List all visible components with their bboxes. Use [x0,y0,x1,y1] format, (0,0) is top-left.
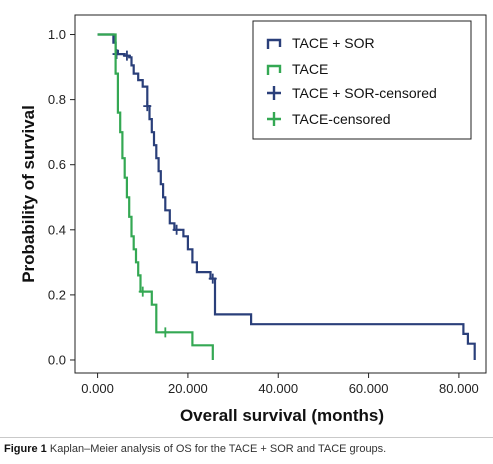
legend-item-tace-sor-censored: TACE + SOR-censored [267,85,437,101]
censor-mark-tace-sor [172,224,181,235]
censor-mark-tace [161,327,170,338]
legend-swatch-tace [266,64,282,75]
legend-item-tace: TACE [266,61,328,77]
caption-divider [0,437,493,438]
legend-item-tace-sor: TACE + SOR [266,35,375,51]
y-tick-label: 0.4 [48,222,66,237]
censor-mark-tace [138,286,147,297]
censor-mark-tace-sor [122,50,131,61]
legend-swatch-tace-censored [267,112,281,126]
censor-mark-tace-sor [208,273,217,284]
y-tick-label: 0.6 [48,157,66,172]
series-line-tace [97,33,214,360]
y-axis-title: Probability of survival [19,105,38,283]
y-tick-label: 0.8 [48,92,66,107]
figure-label: Figure 1 [4,443,47,455]
x-tick-label: 20.000 [168,381,208,396]
figure-caption-text: Kaplan–Meier analysis of OS for the TACE… [49,443,387,455]
censor-mark-tace-sor [143,101,152,112]
x-tick-label: 60.000 [349,381,389,396]
plot-frame [74,14,487,374]
x-axis-title: Overall survival (months) [180,406,384,425]
legend-box [252,20,472,140]
legend-swatch-tace-sor-censored [267,86,281,100]
legend-label-tace-sor-censored: TACE + SOR-censored [292,85,437,101]
y-tick-label: 1.0 [48,27,66,42]
legend-swatch-tace-sor [266,38,282,49]
km-chart: 0.0 0.2 0.4 0.6 0.8 1.0 0.000 20.000 40.000 60.0… [19,14,487,425]
figure-caption: Figure 1 Kaplan–Meier analysis of OS for… [4,443,489,455]
legend-label-tace-censored: TACE-censored [292,111,391,127]
y-tick-label: 0.0 [48,352,66,367]
legend-label-tace: TACE [292,61,328,77]
legend-label-tace-sor: TACE + SOR [292,35,375,51]
survival-curves [97,33,476,360]
y-tick-label: 0.2 [48,287,66,302]
x-tick-label: 80.000 [439,381,479,396]
x-tick-label: 40.000 [258,381,298,396]
legend-item-tace-censored: TACE-censored [267,111,391,127]
x-axis-ticks: 0.000 20.000 40.000 60.000 80.000 [81,373,479,396]
y-axis-ticks: 0.0 0.2 0.4 0.6 0.8 1.0 [48,27,75,367]
x-tick-label: 0.000 [81,381,114,396]
legend: TACE + SOR TACE TACE + SOR-censored TACE… [252,20,472,140]
